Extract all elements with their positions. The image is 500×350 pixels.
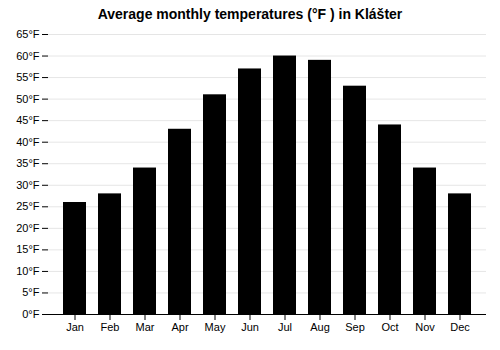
svg-text:55°F: 55°F <box>16 71 40 83</box>
svg-text:Jul: Jul <box>278 321 292 333</box>
svg-text:25°F: 25°F <box>16 200 40 212</box>
svg-text:5°F: 5°F <box>22 286 40 298</box>
svg-text:40°F: 40°F <box>16 136 40 148</box>
svg-text:0°F: 0°F <box>22 308 40 320</box>
svg-text:Feb: Feb <box>101 321 120 333</box>
svg-text:50°F: 50°F <box>16 93 40 105</box>
svg-text:15°F: 15°F <box>16 243 40 255</box>
svg-text:45°F: 45°F <box>16 114 40 126</box>
svg-text:60°F: 60°F <box>16 50 40 62</box>
svg-text:20°F: 20°F <box>16 222 40 234</box>
svg-text:30°F: 30°F <box>16 179 40 191</box>
svg-text:Jan: Jan <box>66 321 84 333</box>
svg-text:Mar: Mar <box>136 321 155 333</box>
svg-text:35°F: 35°F <box>16 157 40 169</box>
svg-text:Oct: Oct <box>381 321 398 333</box>
svg-text:10°F: 10°F <box>16 265 40 277</box>
svg-text:Aug: Aug <box>310 321 330 333</box>
svg-text:Sep: Sep <box>345 321 365 333</box>
svg-text:Apr: Apr <box>171 321 188 333</box>
svg-text:Jun: Jun <box>241 321 259 333</box>
svg-text:May: May <box>205 321 226 333</box>
svg-text:Nov: Nov <box>415 321 435 333</box>
svg-text:Dec: Dec <box>450 321 470 333</box>
html-text:Average monthly temperatures (: Average monthly temperatures (°F ) in Kl… <box>97 6 403 22</box>
svg-text:65°F: 65°F <box>16 28 40 40</box>
